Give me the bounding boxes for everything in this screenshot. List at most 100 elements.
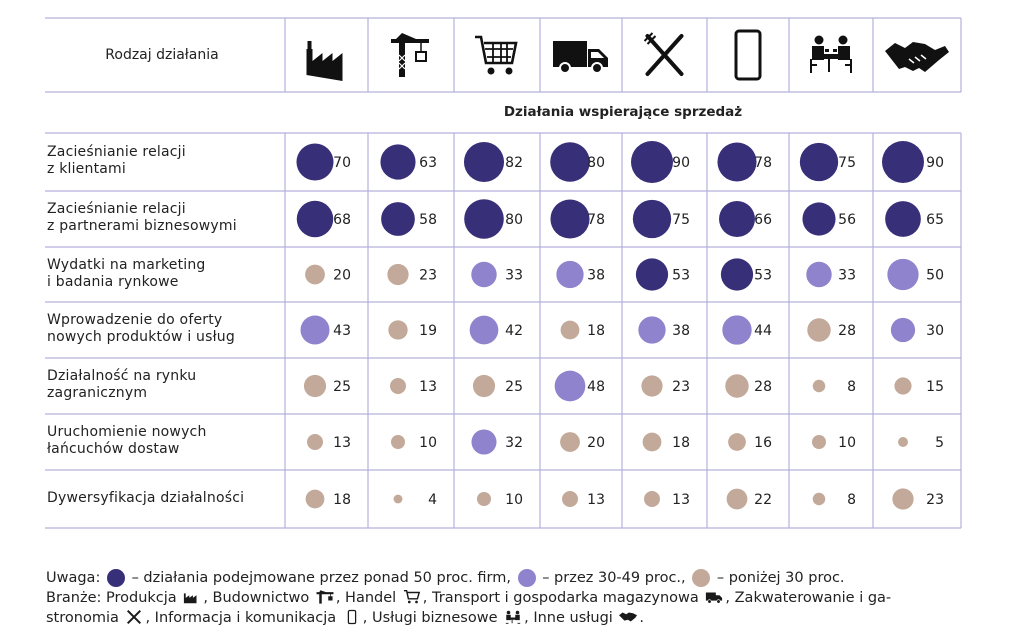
data-bubble	[722, 315, 752, 345]
fork-knife-icon	[127, 609, 142, 625]
data-bubble	[560, 320, 580, 340]
data-bubble	[471, 429, 497, 455]
data-bubble	[380, 144, 416, 180]
data-value-label: 10	[838, 435, 856, 451]
row-label: Zacieśnianie relacji z klientami	[47, 144, 186, 177]
crane-icon	[316, 590, 334, 604]
data-bubble	[472, 374, 496, 398]
data-bubble	[806, 261, 832, 288]
meeting-icon	[810, 35, 852, 73]
data-bubble	[305, 489, 325, 509]
data-value-label: 53	[754, 268, 772, 284]
data-bubble	[720, 258, 754, 291]
data-bubble	[388, 320, 408, 340]
legend-branze-2: , Handel	[335, 590, 397, 606]
fork-knife-icon	[643, 32, 684, 76]
data-value-label: 10	[419, 435, 437, 451]
data-bubble	[391, 435, 405, 449]
legend-prefix: Uwaga:	[46, 570, 101, 586]
data-value-label: 28	[838, 323, 856, 339]
data-bubble	[560, 432, 580, 452]
data-bubble	[898, 437, 908, 447]
data-value-label: 48	[587, 379, 605, 395]
data-bubble	[390, 378, 406, 394]
data-value-label: 58	[419, 212, 437, 228]
legend-high-dot	[106, 569, 125, 587]
data-value-label: 78	[754, 155, 772, 171]
factory-icon	[184, 592, 197, 604]
data-value-label: 8	[847, 492, 856, 508]
data-value-label: 4	[428, 492, 437, 508]
data-value-label: 18	[672, 435, 690, 451]
row-label: Zacieśnianie relacji z partnerami biznes…	[47, 201, 237, 234]
data-bubble	[469, 315, 499, 345]
data-value-label: 90	[672, 155, 690, 171]
data-value-label: 63	[419, 155, 437, 171]
data-value-label: 20	[333, 268, 351, 284]
data-bubble	[556, 260, 584, 289]
data-value-label: 90	[926, 155, 944, 171]
data-bubble	[307, 434, 323, 450]
data-value-label: 75	[672, 212, 690, 228]
data-value-label: 38	[587, 268, 605, 284]
data-value-label: 10	[505, 492, 523, 508]
data-bubble	[464, 199, 504, 239]
data-bubble	[296, 143, 334, 181]
legend-line-1: Uwaga: – działania podejmowane przez pon…	[46, 568, 1006, 588]
data-value-label: 50	[926, 268, 944, 284]
data-value-label: 18	[587, 323, 605, 339]
data-bubble	[635, 258, 669, 291]
data-value-label: 56	[838, 212, 856, 228]
data-bubble	[717, 142, 757, 182]
data-bubble	[550, 142, 590, 182]
data-value-label: 13	[672, 492, 690, 508]
section-title: Działania wspierające sprzedaż	[503, 104, 743, 120]
legend-line-2: Branże: Produkcja , Budownictwo , Handel…	[46, 588, 1006, 608]
data-bubble	[642, 432, 662, 452]
data-value-label: 15	[926, 379, 944, 395]
data-value-label: 25	[505, 379, 523, 395]
legend-branze-6: , Informacja i komunikacja	[145, 610, 337, 626]
legend-branze-3: , Transport i gospodarka magazynowa	[422, 590, 699, 606]
data-value-label: 16	[754, 435, 772, 451]
data-bubble	[799, 142, 839, 182]
data-value-label: 68	[333, 212, 351, 228]
data-value-label: 33	[838, 268, 856, 284]
data-bubble	[812, 379, 826, 393]
header-row-label: Rodzaj działania	[105, 47, 219, 63]
data-bubble	[471, 261, 497, 288]
data-bubble	[892, 488, 914, 510]
legend-branze-1: , Budownictwo	[203, 590, 310, 606]
data-bubble	[887, 258, 919, 291]
row-label: Wydatki na marketing i badania rynkowe	[47, 256, 206, 290]
row-label: Wprowadzenie do oferty nowych produktów …	[47, 312, 235, 345]
data-bubble	[463, 141, 505, 183]
data-value-label: 65	[926, 212, 944, 228]
data-bubble	[890, 317, 916, 343]
data-value-label: 80	[505, 212, 523, 228]
truck-icon	[553, 41, 608, 74]
legend-mid-dot	[517, 569, 536, 587]
data-value-label: 30	[926, 323, 944, 339]
data-bubble	[638, 316, 666, 344]
row-label: Działalność na rynku zagranicznym	[47, 368, 197, 401]
legend: Uwaga: – działania podejmowane przez pon…	[46, 568, 1006, 628]
data-bubble	[631, 141, 673, 183]
data-bubble	[550, 199, 590, 239]
legend-branze-8: , Inne usługi	[524, 610, 613, 626]
data-value-label: 13	[587, 492, 605, 508]
truck-icon	[706, 592, 723, 604]
data-bubble	[644, 491, 660, 507]
meeting-icon	[505, 610, 521, 624]
data-value-label: 42	[505, 323, 523, 339]
legend-branze-9: .	[639, 610, 645, 626]
data-bubble	[894, 377, 912, 395]
shopping-cart-icon	[475, 35, 518, 75]
legend-high-text: – działania podejmowane przez ponad 50 p…	[131, 570, 511, 586]
row-label: Uruchomienie nowych łańcuchów dostaw	[47, 424, 207, 457]
data-bubble	[477, 492, 491, 506]
legend-branze-7: , Usługi biznesowe	[362, 610, 498, 626]
data-value-label: 66	[754, 212, 772, 228]
data-bubble	[725, 374, 749, 398]
data-bubble	[393, 494, 403, 504]
